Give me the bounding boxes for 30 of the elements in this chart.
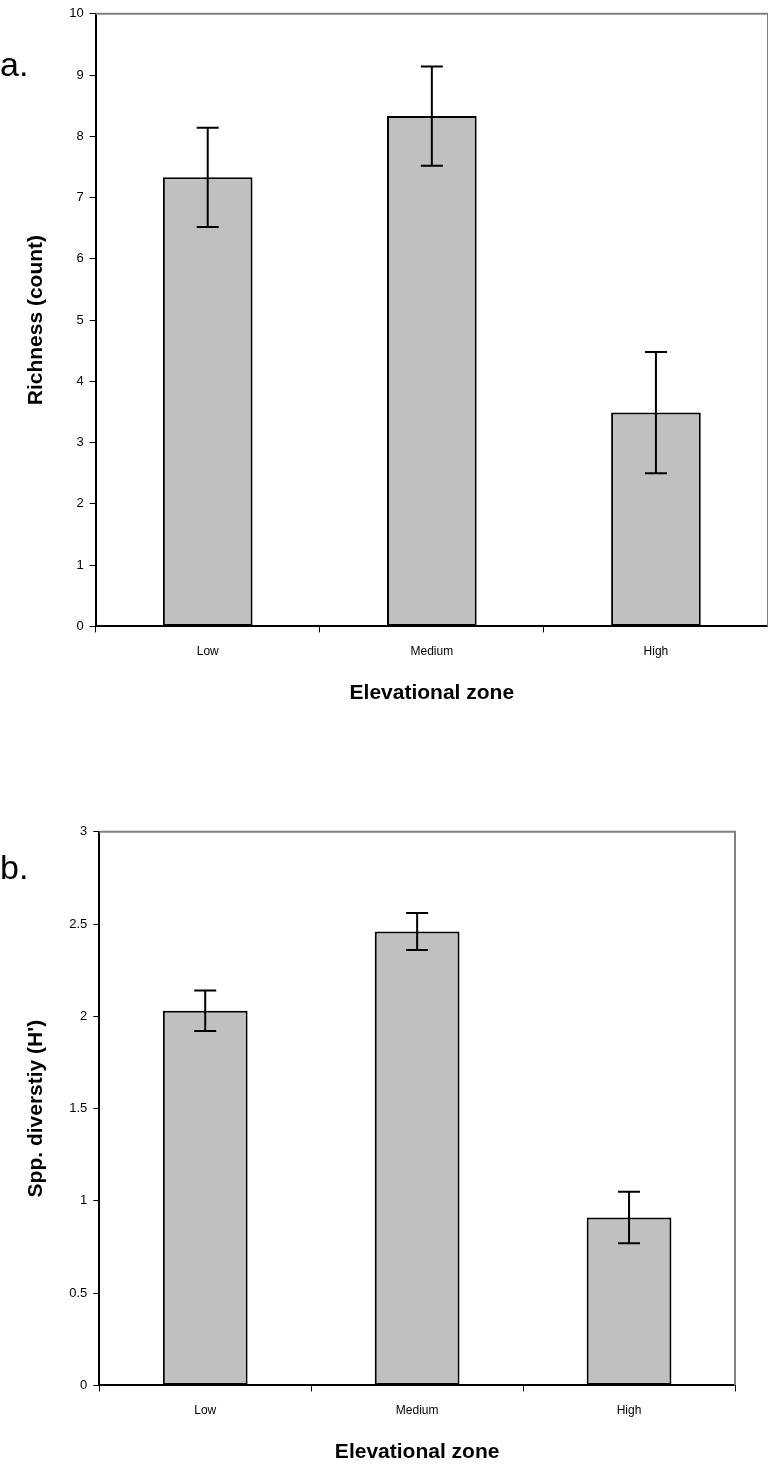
text: b. bbox=[0, 848, 29, 887]
x-tick-label: Medium bbox=[395, 1402, 439, 1417]
x-axis-title: Elevational zone bbox=[334, 1439, 500, 1463]
y-tick-label: 0 bbox=[80, 1376, 88, 1392]
y-tick-label: 7 bbox=[76, 189, 84, 205]
y-tick-label: 1 bbox=[80, 1192, 88, 1208]
y-tick-label: 1.5 bbox=[69, 1100, 88, 1116]
y-tick-label: 4 bbox=[76, 372, 84, 388]
y-tick-label: 9 bbox=[76, 66, 84, 82]
y-tick-label: 1 bbox=[76, 556, 84, 572]
x-axis-title: Elevational zone bbox=[349, 680, 515, 704]
y-tick-label: 6 bbox=[76, 250, 84, 266]
y-axis-title: Spp. diverstiy (H') bbox=[23, 1019, 47, 1198]
y-tick-label: 2 bbox=[76, 495, 84, 511]
x-tick-label: High bbox=[616, 1402, 642, 1417]
y-tick-label: 0 bbox=[76, 617, 84, 633]
y-tick-label: 10 bbox=[69, 5, 84, 21]
x-tick-label: Low bbox=[196, 643, 220, 658]
y-tick-label: 8 bbox=[76, 127, 84, 143]
x-tick-label: High bbox=[643, 643, 669, 658]
y-tick-label: 3 bbox=[80, 823, 88, 839]
y-tick-label: 0.5 bbox=[69, 1284, 88, 1300]
y-tick-label: 2.5 bbox=[69, 915, 88, 931]
y-tick-label: 2 bbox=[80, 1007, 88, 1023]
x-tick-label: Medium bbox=[410, 643, 454, 658]
y-axis-title: Richness (count) bbox=[23, 234, 47, 406]
y-tick-label: 3 bbox=[76, 434, 84, 450]
y-tick-label: 5 bbox=[76, 311, 84, 327]
text: a. bbox=[0, 45, 29, 84]
x-tick-label: Low bbox=[194, 1402, 217, 1417]
